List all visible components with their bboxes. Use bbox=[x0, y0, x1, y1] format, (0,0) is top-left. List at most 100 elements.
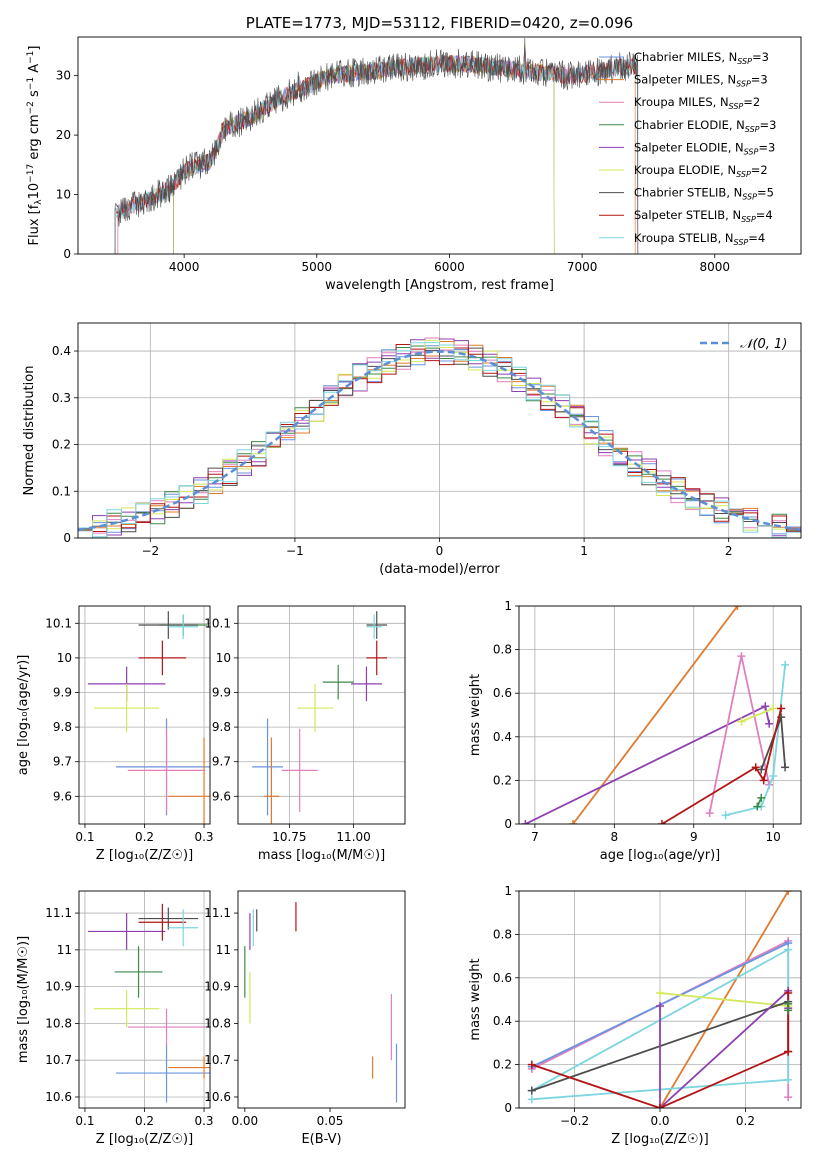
x-tick-label: 7 bbox=[531, 830, 539, 844]
weight-marker bbox=[784, 891, 793, 895]
grid-mass_vs_z bbox=[79, 891, 210, 1108]
y-tick-label: 9.8 bbox=[212, 720, 231, 734]
weight-line bbox=[659, 988, 790, 1108]
legend-series-name: Chabrier MILES, N bbox=[634, 50, 737, 64]
x-tick-label: 10 bbox=[766, 830, 781, 844]
figure-title: PLATE=1773, MJD=53112, FIBERID=0420, z=0… bbox=[246, 14, 633, 32]
legend-series-name: Chabrier STELIB, N bbox=[634, 186, 742, 200]
legend-entry: Kroupa ELODIE, NSSP=2 bbox=[634, 163, 768, 179]
legend-entry: 𝒩(0, 1) bbox=[740, 337, 787, 352]
x-tick-label: −0.2 bbox=[560, 1114, 589, 1128]
weight-marker bbox=[757, 793, 766, 802]
weight-marker bbox=[527, 1095, 536, 1104]
weight-marker bbox=[784, 988, 793, 997]
y-tick-label: 0.6 bbox=[493, 971, 512, 985]
axes-frame bbox=[77, 322, 802, 539]
axes-frame bbox=[518, 890, 802, 1109]
y-tick-label: 30 bbox=[56, 69, 71, 83]
x-tick-label: 0.2 bbox=[736, 1114, 755, 1128]
legend-nssp: =3 bbox=[751, 73, 768, 87]
y-axis-label-part: erg cm bbox=[27, 114, 42, 163]
y-tick-label: 10.6 bbox=[45, 1090, 72, 1104]
x-tick-label: −2 bbox=[141, 544, 159, 558]
y-tick-label: 9.8 bbox=[53, 720, 72, 734]
y-tick-label: 20 bbox=[56, 128, 71, 142]
legend-entry: Kroupa MILES, NSSP=2 bbox=[634, 95, 760, 111]
axes-frame bbox=[78, 605, 211, 825]
weight-marker bbox=[765, 719, 774, 728]
y-tick-label: 10.6 bbox=[204, 1090, 231, 1104]
weight-line bbox=[741, 707, 774, 723]
y-tick-label: 10.1 bbox=[45, 616, 72, 630]
axes-frame bbox=[237, 890, 406, 1109]
x-tick-label: 0.2 bbox=[135, 830, 154, 844]
x-tick-label: 0.1 bbox=[75, 830, 94, 844]
errorbar-point bbox=[168, 909, 199, 947]
plot-area-weight_vs_age bbox=[521, 606, 790, 824]
legend-nssp: =2 bbox=[743, 95, 760, 109]
plot-area-residuals bbox=[78, 337, 801, 538]
y-axis-label-part: −1 bbox=[26, 77, 36, 90]
plot-area-spectrum bbox=[114, 37, 639, 254]
y-axis-label: mass weight bbox=[468, 958, 483, 1040]
errorbar-point bbox=[322, 664, 354, 700]
errorbar-point bbox=[93, 990, 160, 1028]
errorbar-point bbox=[366, 614, 382, 639]
legend-nssp: =5 bbox=[757, 186, 774, 200]
panel-spectrum: 4000 5000 6000 7000 8000 0 10 20 30 wavelength [A… bbox=[26, 36, 802, 293]
y-axis-label-part: −1 bbox=[26, 51, 36, 64]
legend-series-name: Kroupa STELIB, N bbox=[634, 231, 734, 245]
x-tick-label: 8000 bbox=[699, 260, 730, 274]
y-tick-label: 9.6 bbox=[212, 789, 231, 803]
x-tick-label: 0.00 bbox=[231, 1114, 258, 1128]
x-tick-label: 8 bbox=[611, 830, 619, 844]
weight-marker bbox=[737, 652, 746, 661]
x-tick-label: 10.75 bbox=[272, 830, 306, 844]
y-tick-label: 0.3 bbox=[52, 391, 71, 405]
legend-subscript: SSP bbox=[745, 125, 760, 134]
errorbar-point bbox=[168, 1056, 210, 1079]
y-tick-label: 0 bbox=[63, 247, 71, 261]
legend-nssp: =4 bbox=[756, 208, 773, 222]
legend-subscript: SSP bbox=[744, 147, 759, 156]
y-axis-label-part: λ bbox=[34, 199, 44, 205]
weight-marker bbox=[784, 1093, 793, 1102]
y-tick-label: 10.9 bbox=[204, 980, 231, 994]
legend-entry: Chabrier MILES, NSSP=3 bbox=[634, 50, 769, 66]
weight-marker bbox=[751, 763, 760, 772]
errorbar-point bbox=[138, 611, 199, 639]
panel-weight_vs_age: 7 8 9 10 0 0.2 0.4 0.6 0.8 1 age [log₁₀(age/yr)] ma… bbox=[468, 599, 802, 863]
y-tick-label: 9.7 bbox=[212, 755, 231, 769]
y-axis-label: Normed distribution bbox=[22, 366, 37, 496]
weight-marker bbox=[784, 1047, 793, 1056]
errorbar-point bbox=[281, 728, 318, 812]
errorbar-point bbox=[168, 614, 199, 639]
y-tick-label: 9.9 bbox=[53, 686, 72, 700]
weight-marker bbox=[784, 945, 793, 954]
x-tick-label: 0 bbox=[436, 544, 444, 558]
x-axis-label: (data-model)/error bbox=[379, 562, 500, 577]
weight-marker bbox=[781, 763, 790, 772]
y-tick-label: 0.2 bbox=[52, 438, 71, 452]
weight-marker bbox=[721, 811, 730, 820]
legend-nssp: =2 bbox=[751, 163, 768, 177]
legend-entry: Salpeter MILES, NSSP=3 bbox=[634, 73, 768, 89]
weight-marker bbox=[733, 606, 742, 610]
legend-subscript: SSP bbox=[742, 193, 757, 202]
weight-marker bbox=[757, 765, 766, 774]
y-tick-label: 0.8 bbox=[493, 643, 512, 657]
panel-mass_vs_z: 0.1 0.2 0.3 10.6 10.7 10.8 10.9 11 11.1 Z [log₁₀(… bbox=[16, 890, 214, 1147]
y-tick-label: 9.9 bbox=[212, 686, 231, 700]
errorbar-point bbox=[351, 666, 382, 702]
weight-line bbox=[661, 708, 782, 824]
x-tick-label: 0.3 bbox=[194, 830, 213, 844]
y-tick-label: 10.8 bbox=[204, 1016, 231, 1030]
y-axis-label-part: −17 bbox=[26, 164, 36, 183]
errorbar-point bbox=[127, 1008, 206, 1046]
y-tick-label: 10 bbox=[57, 651, 72, 665]
weight-marker bbox=[781, 660, 790, 669]
grid-age_vs_mass bbox=[238, 606, 405, 824]
y-tick-label: 0 bbox=[504, 1101, 512, 1115]
y-tick-label: 10.8 bbox=[45, 1016, 72, 1030]
x-axis-label: Z [log₁₀(Z/Z☉)] bbox=[611, 1132, 708, 1147]
